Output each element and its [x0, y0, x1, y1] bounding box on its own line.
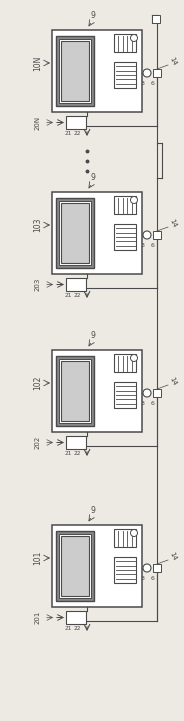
Text: 22: 22	[74, 451, 82, 456]
Circle shape	[143, 389, 151, 397]
Bar	[66, 436, 86, 449]
Text: 6: 6	[151, 401, 155, 406]
Bar	[153, 231, 161, 239]
Bar	[114, 34, 136, 52]
Circle shape	[130, 529, 137, 536]
Text: 22: 22	[74, 626, 82, 631]
Text: 21: 21	[65, 626, 72, 631]
Bar	[59, 359, 91, 423]
Text: 22: 22	[74, 293, 82, 298]
Text: 203: 203	[35, 278, 41, 291]
Text: 14: 14	[168, 56, 178, 66]
Bar	[153, 389, 161, 397]
Bar	[61, 203, 89, 263]
Bar	[114, 196, 136, 214]
Text: 102: 102	[33, 376, 43, 390]
Bar	[66, 611, 86, 624]
Circle shape	[130, 35, 137, 42]
Text: 9: 9	[91, 173, 95, 182]
Bar	[66, 278, 86, 291]
Bar	[52, 30, 142, 112]
Bar	[59, 39, 91, 103]
Bar	[56, 36, 94, 106]
Bar	[59, 201, 91, 265]
Text: 3: 3	[141, 401, 145, 406]
Bar	[61, 361, 89, 421]
Text: 14: 14	[168, 376, 178, 386]
Bar	[114, 382, 136, 408]
Text: 22: 22	[74, 131, 82, 136]
Bar	[52, 525, 142, 607]
Text: 3: 3	[141, 243, 145, 248]
Text: 21: 21	[65, 131, 72, 136]
Text: 6: 6	[151, 243, 155, 248]
Text: 14: 14	[168, 218, 178, 229]
Text: 10N: 10N	[33, 56, 43, 71]
Bar	[61, 536, 89, 596]
Bar	[66, 116, 86, 129]
Text: 21: 21	[65, 293, 72, 298]
Bar	[114, 557, 136, 583]
Circle shape	[143, 564, 151, 572]
Text: 202: 202	[35, 436, 41, 449]
Text: 14: 14	[168, 551, 178, 561]
Bar	[61, 41, 89, 101]
Text: 20N: 20N	[35, 115, 41, 130]
Circle shape	[143, 69, 151, 77]
Text: 201: 201	[35, 611, 41, 624]
Bar	[153, 564, 161, 572]
Bar	[153, 69, 161, 77]
Text: 6: 6	[151, 81, 155, 86]
Bar	[56, 356, 94, 426]
Bar	[52, 192, 142, 274]
Bar	[56, 198, 94, 268]
Circle shape	[143, 231, 151, 239]
Text: 3: 3	[141, 576, 145, 581]
Circle shape	[130, 355, 137, 361]
Bar	[114, 62, 136, 88]
Bar	[59, 534, 91, 598]
Bar	[152, 15, 160, 23]
Text: 101: 101	[33, 551, 43, 565]
Text: 9: 9	[91, 506, 95, 515]
Text: 21: 21	[65, 451, 72, 456]
Bar	[114, 224, 136, 250]
Text: 103: 103	[33, 218, 43, 232]
Circle shape	[130, 197, 137, 203]
Text: 6: 6	[151, 576, 155, 581]
Bar	[114, 354, 136, 372]
Bar	[56, 531, 94, 601]
Text: 9: 9	[91, 11, 95, 20]
Text: 3: 3	[141, 81, 145, 86]
Text: 9: 9	[91, 331, 95, 340]
Bar	[114, 529, 136, 547]
Bar	[52, 350, 142, 432]
